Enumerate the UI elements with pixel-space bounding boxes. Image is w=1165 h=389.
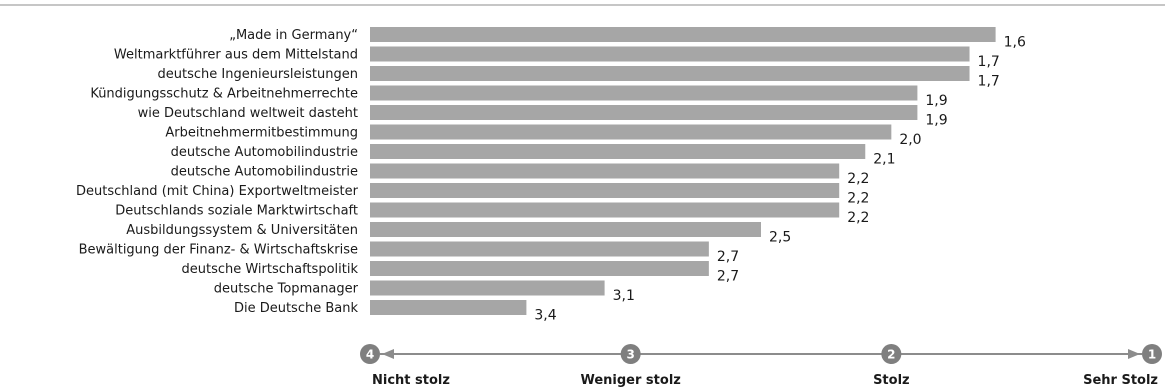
category-label: Bewältigung der Finanz- & Wirtschaftskri… [79, 243, 358, 258]
scale-marker [360, 344, 380, 364]
bar-row: Die Deutsche Bank 3,4 [234, 300, 557, 324]
bar [370, 202, 840, 218]
bar-row: Kündigungsschutz & Arbeitnehmerrechte 1,9 [90, 85, 948, 109]
bar [370, 261, 709, 276]
value-label: 2,5 [769, 230, 791, 246]
category-label: deutsche Automobilindustrie [171, 165, 358, 180]
bar-row: deutsche Automobilindustrie 2,1 [171, 144, 896, 168]
bar [370, 66, 970, 81]
bar [370, 280, 605, 296]
bar-row: Deutschlands soziale Marktwirtschaft 2,2 [115, 202, 869, 226]
bar [370, 183, 840, 198]
category-label: Arbeitnehmermitbestimmung [165, 126, 358, 141]
category-label: wie Deutschland weltweit dasteht [138, 106, 358, 121]
bar-row: Deutschland (mit China) Exportweltmeiste… [76, 183, 869, 207]
bar [370, 163, 840, 179]
scale-marker-number: 3 [626, 348, 634, 362]
bar [370, 300, 527, 315]
value-label: 3,4 [534, 308, 556, 324]
category-label: Ausbildungssystem & Universitäten [126, 223, 358, 238]
category-label: „Made in Germany“ [229, 28, 358, 43]
scale-point: 3 Weniger stolz [580, 344, 681, 388]
scale-label: Nicht stolz [372, 373, 450, 388]
value-label: 1,7 [978, 54, 1000, 70]
value-label: 1,7 [978, 74, 1000, 90]
scale-point: 1 Sehr Stolz [1083, 344, 1162, 388]
bar [370, 144, 866, 159]
category-label: deutsche Ingenieursleistungen [158, 67, 358, 82]
bar-row: wie Deutschland weltweit dasteht 1,9 [138, 105, 948, 129]
value-label: 2,7 [717, 249, 739, 265]
category-label: deutsche Wirtschaftspolitik [181, 262, 358, 277]
scale-marker-number: 2 [887, 348, 895, 362]
bar-row: Weltmarktführer aus dem Mittelstand 1,7 [114, 46, 1000, 70]
scale-marker [881, 344, 902, 364]
scale-marker-number: 1 [1148, 348, 1156, 362]
scale-marker [1142, 344, 1162, 364]
bar [370, 46, 970, 62]
scale-point: 4 Nicht stolz [360, 344, 450, 388]
bar-row: Arbeitnehmermitbestimmung 2,0 [165, 124, 922, 148]
value-label: 2,2 [847, 171, 869, 187]
bar [370, 105, 918, 120]
value-label: 1,6 [1004, 35, 1026, 51]
bar [370, 85, 918, 101]
category-label: Deutschlands soziale Marktwirtschaft [115, 204, 358, 219]
value-label: 2,2 [847, 210, 869, 226]
category-label: deutsche Automobilindustrie [171, 145, 358, 160]
bar-row: deutsche Ingenieursleistungen 1,7 [158, 66, 1000, 90]
value-label: 2,0 [899, 132, 921, 148]
category-label: Weltmarktführer aus dem Mittelstand [114, 48, 358, 63]
value-label: 2,2 [847, 191, 869, 207]
scale-marker-number: 4 [366, 348, 374, 362]
scale-marker [620, 344, 641, 364]
bar-row: deutsche Wirtschaftspolitik 2,7 [181, 261, 739, 285]
arrow-right-icon [1128, 349, 1140, 359]
scale-label: Stolz [873, 373, 910, 388]
bar-row: „Made in Germany“ 1,6 [229, 27, 1026, 51]
arrow-left-icon [382, 349, 394, 359]
value-label: 3,1 [613, 288, 635, 304]
bar [370, 241, 709, 257]
bar-row: deutsche Topmanager 3,1 [214, 280, 635, 304]
bar-row: Bewältigung der Finanz- & Wirtschaftskri… [79, 241, 739, 265]
category-label: Deutschland (mit China) Exportweltmeiste… [76, 184, 359, 199]
value-label: 1,9 [925, 113, 947, 129]
bar [370, 124, 892, 140]
scale-axis: 4 Nicht stolz 3 Weniger stolz 2 Stolz 1 Sehr St… [360, 344, 1162, 388]
value-label: 2,7 [717, 269, 739, 285]
category-label: deutsche Topmanager [214, 282, 359, 297]
scale-label: Weniger stolz [580, 373, 680, 388]
bar-row: deutsche Automobilindustrie 2,2 [171, 163, 869, 187]
category-label: Kündigungsschutz & Arbeitnehmerrechte [90, 87, 358, 102]
bar-row: Ausbildungssystem & Universitäten 2,5 [126, 222, 791, 246]
category-label: Die Deutsche Bank [234, 301, 359, 316]
scale-label: Sehr Stolz [1083, 373, 1158, 388]
value-label: 2,1 [873, 152, 895, 168]
scale-point: 2 Stolz [873, 344, 910, 388]
bar [370, 222, 761, 237]
bar [370, 27, 996, 42]
value-label: 1,9 [925, 93, 947, 109]
